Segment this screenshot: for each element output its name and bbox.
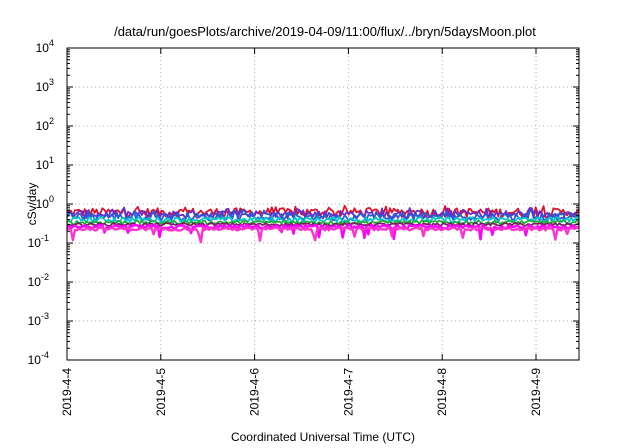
x-axis-label: Coordinated Universal Time (UTC) (231, 430, 415, 444)
x-tick-label: 2019-4-8 (435, 368, 449, 416)
y-tick-label: 10-2 (28, 272, 49, 289)
series-lines (66, 204, 580, 244)
y-axis-ticks: 10-4 10-3 10-2 10-1 100 101 102 103 104 (28, 38, 579, 367)
y-axis-label: cSv/day (25, 183, 39, 226)
series-line (66, 223, 580, 241)
x-tick-label: 2019-4-7 (341, 368, 355, 416)
y-tick-label: 100 (36, 194, 54, 211)
y-tick-label: 104 (36, 38, 54, 55)
x-tick-label: 2019-4-4 (60, 368, 74, 416)
chart-title: /data/run/goesPlots/archive/2019-04-09/1… (114, 24, 536, 39)
series-line (66, 226, 580, 244)
y-tick-label: 10-1 (28, 233, 49, 250)
y-tick-label: 10-3 (28, 311, 49, 328)
y-tick-label: 103 (36, 77, 54, 94)
x-tick-label: 2019-4-9 (529, 368, 543, 416)
x-axis-ticks: 2019-4-4 2019-4-5 2019-4-6 2019-4-7 2019-4-8… (60, 48, 543, 416)
x-tick-label: 2019-4-6 (248, 368, 262, 416)
y-tick-label: 10-4 (28, 350, 49, 367)
y-tick-label: 101 (36, 155, 54, 172)
grid-lines (67, 48, 579, 360)
series-line (66, 219, 580, 226)
y-tick-label: 102 (36, 116, 54, 133)
series-line (66, 209, 580, 222)
x-tick-label: 2019-4-5 (154, 368, 168, 416)
series-line (66, 204, 580, 219)
series-line (66, 222, 580, 227)
